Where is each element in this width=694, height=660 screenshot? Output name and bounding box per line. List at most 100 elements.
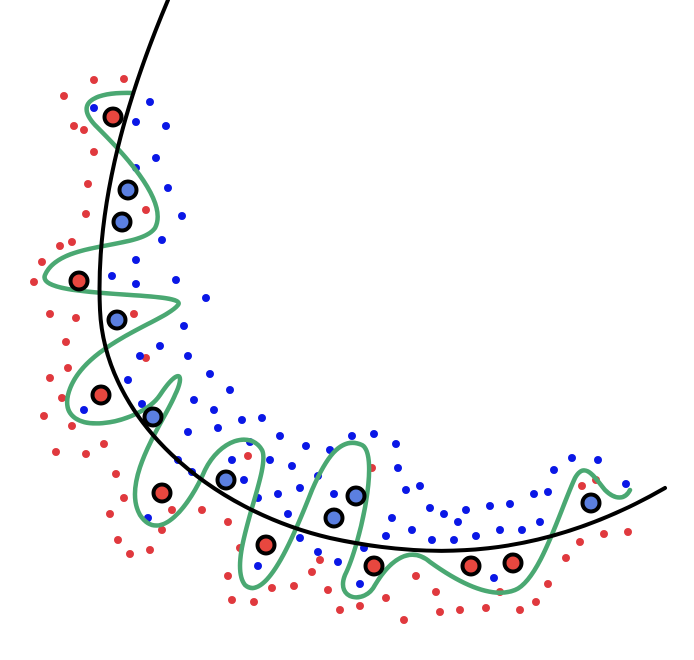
blue-point: [136, 352, 144, 360]
blue-point: [90, 104, 98, 112]
red-point: [82, 450, 90, 458]
highlighted-blue-point: [111, 211, 133, 233]
highlighted-red-point: [363, 555, 385, 577]
blue-point: [426, 504, 434, 512]
blue-point: [152, 154, 160, 162]
blue-point: [274, 490, 282, 498]
red-point: [40, 412, 48, 420]
blue-point: [228, 456, 236, 464]
blue-point: [132, 256, 140, 264]
red-point: [68, 238, 76, 246]
highlighted-red-point: [102, 106, 124, 128]
red-point: [90, 76, 98, 84]
red-point: [624, 528, 632, 536]
blue-point: [226, 386, 234, 394]
red-point: [46, 310, 54, 318]
blue-point: [190, 396, 198, 404]
red-point: [224, 572, 232, 580]
highlighted-red-point: [151, 482, 173, 504]
blue-point: [162, 122, 170, 130]
blue-point: [202, 294, 210, 302]
red-point: [80, 126, 88, 134]
red-point: [290, 582, 298, 590]
blue-point: [518, 526, 526, 534]
red-point: [56, 242, 64, 250]
red-point: [576, 538, 584, 546]
blue-point: [388, 514, 396, 522]
blue-point: [132, 118, 140, 126]
red-point: [146, 546, 154, 554]
highlighted-blue-point: [142, 406, 164, 428]
blue-point: [254, 562, 262, 570]
blue-point: [258, 414, 266, 422]
blue-point: [402, 486, 410, 494]
blue-point: [124, 376, 132, 384]
red-point: [106, 510, 114, 518]
red-point: [544, 580, 552, 588]
red-point: [316, 556, 324, 564]
blue-point: [296, 534, 304, 542]
red-class-points: [30, 75, 632, 624]
blue-point: [454, 518, 462, 526]
highlighted-blue-point: [580, 492, 602, 514]
red-point: [142, 206, 150, 214]
red-point: [244, 452, 252, 460]
blue-point: [416, 482, 424, 490]
red-point: [58, 394, 66, 402]
red-point: [112, 470, 120, 478]
red-point: [60, 92, 68, 100]
highlighted-red-point: [68, 270, 90, 292]
red-point: [84, 180, 92, 188]
red-point: [158, 526, 166, 534]
red-point: [336, 606, 344, 614]
red-point: [90, 148, 98, 156]
blue-class-points: [80, 98, 630, 588]
red-point: [578, 482, 586, 490]
highlighted-red-point: [460, 555, 482, 577]
highlighted-red-point: [255, 534, 277, 556]
red-point: [70, 122, 78, 130]
blue-point: [530, 490, 538, 498]
blue-point: [348, 432, 356, 440]
blue-point: [382, 532, 390, 540]
highlighted-red-point: [502, 552, 524, 574]
blue-point: [210, 406, 218, 414]
blue-point: [506, 500, 514, 508]
smooth-boundary-curve: [97, 0, 667, 553]
blue-point: [108, 272, 116, 280]
highlighted-blue-point: [106, 309, 128, 331]
red-point: [432, 588, 440, 596]
blue-point: [334, 558, 342, 566]
red-point: [324, 586, 332, 594]
red-point: [82, 210, 90, 218]
red-point: [30, 278, 38, 286]
blue-point: [132, 280, 140, 288]
red-point: [64, 364, 72, 372]
blue-point: [80, 406, 88, 414]
red-point: [130, 310, 138, 318]
blue-point: [440, 510, 448, 518]
blue-point: [146, 98, 154, 106]
overfit-boundary-curve: [42, 90, 633, 600]
blue-point: [428, 536, 436, 544]
blue-point: [302, 442, 310, 450]
blue-point: [314, 548, 322, 556]
red-point: [46, 374, 54, 382]
blue-point: [296, 484, 304, 492]
highlighted-points: [68, 106, 602, 577]
highlighted-blue-point: [345, 485, 367, 507]
red-point: [62, 338, 70, 346]
red-point: [224, 518, 232, 526]
red-point: [482, 604, 490, 612]
red-point: [532, 598, 540, 606]
blue-point: [178, 212, 186, 220]
blue-point: [568, 454, 576, 462]
red-point: [120, 75, 128, 83]
red-point: [228, 596, 236, 604]
red-point: [308, 568, 316, 576]
blue-point: [184, 428, 192, 436]
blue-point: [370, 430, 378, 438]
blue-point: [138, 400, 146, 408]
blue-point: [544, 488, 552, 496]
